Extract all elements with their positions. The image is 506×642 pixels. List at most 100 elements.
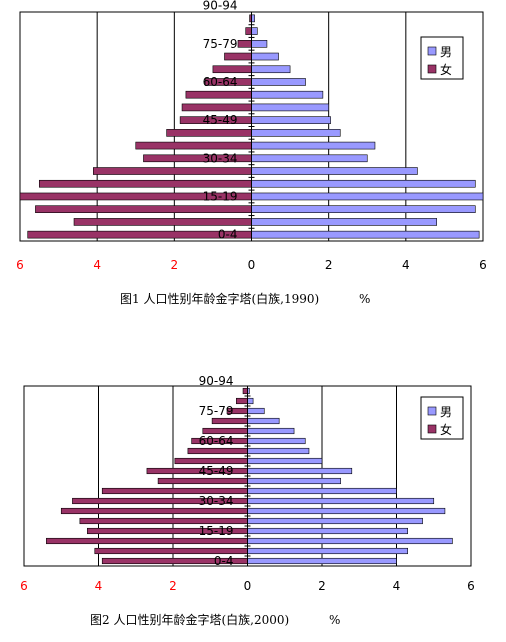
population-pyramid-2000: 0-4 15-19 30-34 45-49 60-64 75-79 90-94 6 4 2 0 2 4 6… (20, 374, 475, 593)
legend: 男女 (420, 36, 464, 80)
age-label: 90-94 (203, 0, 238, 13)
x-tick-label: 0 (248, 258, 256, 272)
legend-swatch (427, 406, 437, 416)
bar-female (187, 447, 248, 455)
bar-female (38, 179, 252, 188)
age-label: 75-79 (199, 404, 234, 418)
bar-female (35, 205, 252, 213)
x-tick-label: 4 (402, 258, 410, 272)
x-tick-label: 4 (393, 579, 401, 593)
x-tick-label: 6 (20, 579, 28, 593)
age-label: 60-64 (199, 434, 234, 448)
chart-2-caption-prefix: 图2 (90, 613, 110, 627)
x-tick-label: 6 (16, 258, 24, 272)
legend: 男女 (420, 396, 464, 440)
bar-male (251, 52, 279, 61)
age-label: 90-94 (199, 374, 234, 388)
bar-female (135, 141, 252, 150)
bar-female (79, 517, 248, 525)
bar-male (251, 116, 331, 124)
x-tick-label: 2 (325, 258, 333, 272)
bar-male (247, 407, 265, 415)
bar-male (251, 78, 306, 86)
bar-female (237, 40, 252, 48)
bar-female (245, 27, 252, 35)
bar-male (251, 218, 437, 226)
x-tick-label: 6 (467, 579, 475, 593)
legend-label: 男 (440, 405, 452, 419)
bar-female (166, 129, 252, 137)
bar-male (247, 397, 254, 405)
bar-male (247, 517, 423, 525)
x-tick-label: 0 (244, 579, 252, 593)
bar-female (93, 167, 252, 175)
legend-label: 女 (440, 422, 452, 437)
bar-male (247, 527, 408, 535)
bar-female (181, 103, 252, 112)
age-label: 45-49 (203, 113, 238, 127)
bar-female (73, 218, 252, 226)
bar-male (247, 537, 453, 545)
bar-female (46, 537, 248, 545)
bar-female (212, 65, 252, 74)
bar-female (202, 427, 248, 435)
x-tick-label: 4 (93, 258, 101, 272)
bar-male (247, 447, 310, 455)
bar-male (247, 457, 323, 465)
bar-male (247, 497, 435, 505)
chart-2-unit: % (329, 613, 341, 627)
bar-female (101, 487, 248, 495)
bar-male (251, 167, 418, 175)
bar-male (247, 437, 306, 445)
bar-female (224, 52, 252, 61)
bar-female (211, 417, 248, 425)
x-tick-label: 6 (479, 258, 487, 272)
x-tick-label: 4 (95, 579, 103, 593)
legend-label: 男 (440, 45, 452, 59)
chart-1-unit: % (359, 292, 371, 306)
age-label: 30-34 (203, 151, 238, 165)
bar-male (247, 417, 280, 425)
bar-female (157, 477, 248, 485)
age-label: 30-34 (199, 494, 234, 508)
age-label: 75-79 (203, 37, 238, 51)
bar-female (94, 547, 248, 555)
population-pyramid-1990: 0-4 15-19 30-34 45-49 60-64 75-79 90-94 6 4 2 0 2 4 6… (16, 0, 487, 272)
legend-label: 女 (440, 62, 452, 77)
chart-1-caption-prefix: 图1 (120, 292, 140, 306)
bar-male (247, 547, 408, 555)
age-label: 60-64 (203, 75, 238, 89)
age-label: 0-4 (214, 554, 234, 568)
bar-male (251, 154, 368, 163)
bar-male (247, 427, 295, 435)
chart-2-caption-title: 人口性别年龄金字塔(白族,2000) (113, 613, 290, 627)
bar-male (247, 487, 397, 495)
age-label: 15-19 (203, 189, 238, 203)
bar-male (251, 65, 291, 74)
legend-swatch (427, 46, 437, 56)
age-label: 45-49 (199, 464, 234, 478)
bar-male (251, 192, 484, 201)
bar-male (251, 230, 480, 239)
legend-swatch (427, 64, 437, 74)
x-tick-label: 2 (171, 258, 179, 272)
bar-female (236, 397, 248, 405)
legend-swatch (427, 424, 437, 434)
bar-male (251, 205, 476, 213)
bar-male (251, 179, 476, 188)
bar-female (185, 90, 252, 99)
bar-male (247, 467, 353, 475)
bar-female (60, 507, 248, 515)
bar-female (242, 387, 248, 395)
bar-male (251, 27, 258, 35)
bar-male (247, 507, 446, 515)
bar-female (174, 457, 248, 465)
bar-male (251, 141, 376, 150)
bar-male (251, 103, 329, 112)
chart-1-caption-title: 人口性别年龄金字塔(白族,1990) (143, 292, 320, 306)
chart-1-caption: 图1 人口性别年龄金字塔(白族,1990) % (120, 290, 370, 307)
bar-male (247, 477, 341, 485)
x-tick-label: 2 (169, 579, 177, 593)
bar-male (247, 557, 397, 565)
x-tick-label: 2 (318, 579, 326, 593)
